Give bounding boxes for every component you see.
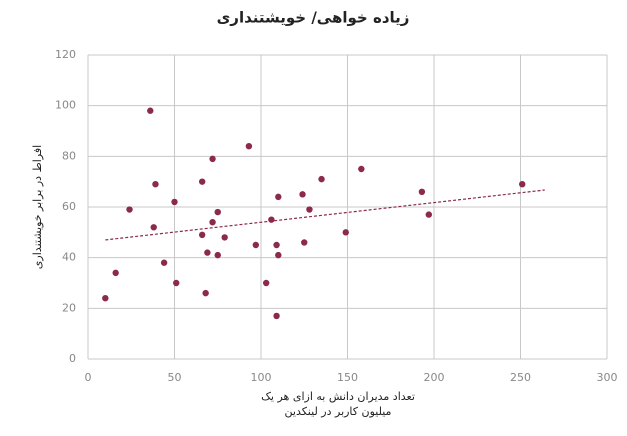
point [358, 165, 365, 173]
point [204, 249, 211, 256]
point [252, 241, 260, 249]
point [299, 191, 306, 198]
y-tick-label: 20 [62, 301, 76, 314]
point [306, 206, 313, 213]
point [209, 219, 216, 226]
chart-title: زیاده خواهی/ خویشتنداری [217, 9, 410, 27]
point [198, 178, 206, 185]
x-tick-label: 150 [337, 371, 358, 384]
point [112, 269, 119, 277]
y-tick-label: 40 [62, 251, 76, 264]
point [214, 208, 221, 216]
y-tick-label: 0 [69, 352, 76, 365]
trendline [105, 189, 545, 241]
point [418, 188, 426, 195]
point [519, 181, 526, 188]
point [275, 193, 282, 201]
point [245, 143, 253, 150]
x-tick-label: 250 [510, 371, 531, 384]
y-tick-label: 120 [55, 48, 76, 61]
point [425, 211, 433, 218]
point [301, 239, 308, 246]
x-tick-label: 50 [168, 371, 182, 384]
y-axis-title: افراط در برابر خویشتنداری [31, 145, 44, 269]
point [202, 289, 209, 297]
x-tick-label: 0 [85, 371, 92, 384]
x-tick-label: 200 [424, 371, 445, 384]
point [342, 229, 349, 236]
point [209, 155, 216, 163]
point [173, 279, 180, 287]
point [268, 216, 275, 223]
y-tick-label: 60 [62, 200, 76, 213]
point [126, 206, 133, 213]
point [318, 175, 325, 183]
point [171, 198, 178, 206]
point [152, 181, 159, 188]
point [273, 312, 280, 320]
point [102, 295, 109, 302]
y-tick-label: 80 [62, 149, 76, 162]
point [221, 234, 228, 241]
point [147, 107, 154, 114]
point [273, 241, 280, 249]
point [198, 231, 206, 239]
x-tick-label: 300 [597, 371, 618, 384]
point [214, 251, 221, 259]
y-tick-label: 100 [55, 99, 76, 112]
point [262, 279, 270, 287]
x-axis-title: تعداد مدیران دانش به ازای هر یک [261, 390, 415, 403]
point [275, 251, 282, 259]
point [160, 259, 168, 266]
point [150, 224, 157, 231]
x-tick-label: 100 [251, 371, 272, 384]
x-axis-title: میلیون کاربر در لینکدین [285, 405, 392, 418]
